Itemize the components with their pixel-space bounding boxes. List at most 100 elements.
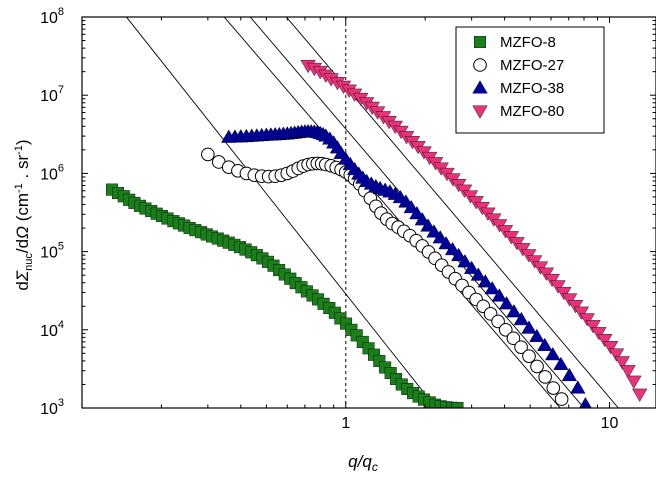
data-point-mzfo-8-63 <box>451 402 464 408</box>
legend-marker-mzfo-80 <box>472 105 488 119</box>
y-tick-label-exp: 5 <box>58 241 64 253</box>
data-point-mzfo-38-58 <box>491 288 507 302</box>
data-point-mzfo-80-49 <box>579 313 595 327</box>
y-axis-label-sup-2: -1 <box>13 145 25 155</box>
data-point-mzfo-27-52 <box>522 349 536 363</box>
data-point-mzfo-38-63 <box>529 328 545 343</box>
x-tick-label: 1 <box>341 415 350 432</box>
data-point-mzfo-38-66 <box>553 356 569 370</box>
legend-marker-mzfo-8 <box>474 36 487 49</box>
legend-marker-mzfo-38 <box>472 80 488 94</box>
legend-label-mzfo-38: MZFO-38 <box>500 80 564 97</box>
y-tick-label-exp: 3 <box>58 397 64 409</box>
y-axis-label: dΣnuc/dΩ (cm-1 . sr-1) <box>13 139 35 290</box>
data-point-mzfo-80-54 <box>608 348 625 362</box>
data-point-mzfo-38-48 <box>426 224 442 238</box>
data-point-mzfo-27-54 <box>538 370 552 384</box>
data-point-mzfo-80-47 <box>567 300 584 314</box>
data-point-mzfo-80-48 <box>573 306 590 320</box>
y-tick-label: 107 <box>40 84 64 105</box>
data-point-mzfo-38-59 <box>498 296 515 310</box>
data-point-mzfo-38-51 <box>444 241 461 256</box>
data-point-mzfo-38-46 <box>414 212 430 226</box>
data-point-mzfo-8-45 <box>350 329 363 342</box>
data-point-mzfo-38-53 <box>457 254 473 268</box>
y-tick-label-base: 10 <box>40 323 58 340</box>
data-point-mzfo-38-60 <box>506 304 522 318</box>
legend-marker-mzfo-27 <box>473 58 487 72</box>
data-point-mzfo-27-53 <box>530 359 544 374</box>
data-point-mzfo-38-61 <box>513 311 529 326</box>
data-point-mzfo-27-55 <box>546 381 561 395</box>
data-point-mzfo-38-52 <box>451 247 467 262</box>
data-point-mzfo-80-52 <box>597 334 613 348</box>
reference-line-4 <box>285 17 619 408</box>
data-point-mzfo-38-67 <box>561 367 577 382</box>
data-point-mzfo-80-46 <box>562 293 578 307</box>
y-axis-label-prefix: d <box>13 281 32 290</box>
y-tick-label: 104 <box>40 319 64 340</box>
x-axis-label-main: q/q <box>348 452 372 471</box>
y-tick-label-base: 10 <box>40 401 58 418</box>
y-tick-label: 103 <box>40 397 64 418</box>
y-tick-label-base: 10 <box>40 88 58 105</box>
data-point-mzfo-27-1 <box>201 147 215 162</box>
data-point-mzfo-80-56 <box>620 365 636 379</box>
y-axis-label-units-open: (cm <box>13 193 32 226</box>
y-axis-label-mid: /d <box>13 239 32 253</box>
data-point-mzfo-38-55 <box>470 267 486 281</box>
data-point-mzfo-38-64 <box>537 337 553 351</box>
x-tick-label: 10 <box>601 415 619 432</box>
y-tick-label-exp: 6 <box>58 162 64 174</box>
y-tick-label-base: 10 <box>40 10 58 27</box>
y-axis-label-omega: Ω <box>13 226 32 239</box>
axis-ticks <box>81 16 656 409</box>
data-point-mzfo-38-69 <box>579 397 592 408</box>
y-tick-label: 106 <box>40 162 64 183</box>
y-tick-label: 108 <box>40 6 64 27</box>
x-axis-label-sub: c <box>372 460 378 474</box>
y-tick-label-exp: 8 <box>58 6 64 18</box>
series-mzfo-38 <box>221 123 592 408</box>
y-tick-label-base: 10 <box>40 245 58 262</box>
legend-label-mzfo-8: MZFO-8 <box>500 34 556 51</box>
reference-line-1 <box>125 17 437 408</box>
plot-frame <box>81 16 656 409</box>
data-point-mzfo-80-57 <box>626 375 642 389</box>
legend-label-mzfo-27: MZFO-27 <box>500 57 564 74</box>
data-point-mzfo-27-50 <box>506 331 521 346</box>
data-point-mzfo-38-50 <box>438 236 454 250</box>
y-axis-label-units-close: ) <box>13 139 32 145</box>
data-point-mzfo-80-51 <box>591 327 607 341</box>
series-mzfo-80 <box>300 59 648 402</box>
y-axis-label-sup: -1 <box>13 183 25 193</box>
y-axis-label-sub: nuc <box>23 253 35 271</box>
data-point-mzfo-27-49 <box>498 323 513 337</box>
y-tick-label: 105 <box>40 241 64 262</box>
data-point-mzfo-38-54 <box>463 260 480 274</box>
data-point-mzfo-38-62 <box>521 320 537 334</box>
y-tick-label-exp: 4 <box>58 319 64 331</box>
y-tick-label-base: 10 <box>40 166 58 183</box>
legend-label-mzfo-80: MZFO-80 <box>500 103 564 120</box>
data-point-mzfo-27-51 <box>514 340 528 354</box>
data-point-mzfo-38-56 <box>477 274 493 288</box>
series-mzfo-8 <box>106 183 464 408</box>
series-layer <box>106 59 648 408</box>
data-point-mzfo-38-65 <box>545 347 561 361</box>
data-point-mzfo-38-57 <box>484 281 500 295</box>
y-axis-label-units-mid: . sr <box>13 155 32 184</box>
y-tick-label-exp: 7 <box>58 84 64 96</box>
data-point-mzfo-27-48 <box>491 314 505 329</box>
data-point-mzfo-80-58 <box>632 388 648 402</box>
data-point-mzfo-80-44 <box>550 280 566 294</box>
reference-line-2 <box>223 17 561 408</box>
data-point-mzfo-80-50 <box>585 320 601 334</box>
y-axis-label-sigma: Σ <box>13 270 32 282</box>
data-point-mzfo-38-68 <box>570 380 586 394</box>
data-point-mzfo-80-55 <box>614 356 630 370</box>
x-axis-label: q/qc <box>348 452 378 474</box>
legend: MZFO-8 MZFO-27 MZFO-38 MZFO-80 <box>455 26 605 134</box>
